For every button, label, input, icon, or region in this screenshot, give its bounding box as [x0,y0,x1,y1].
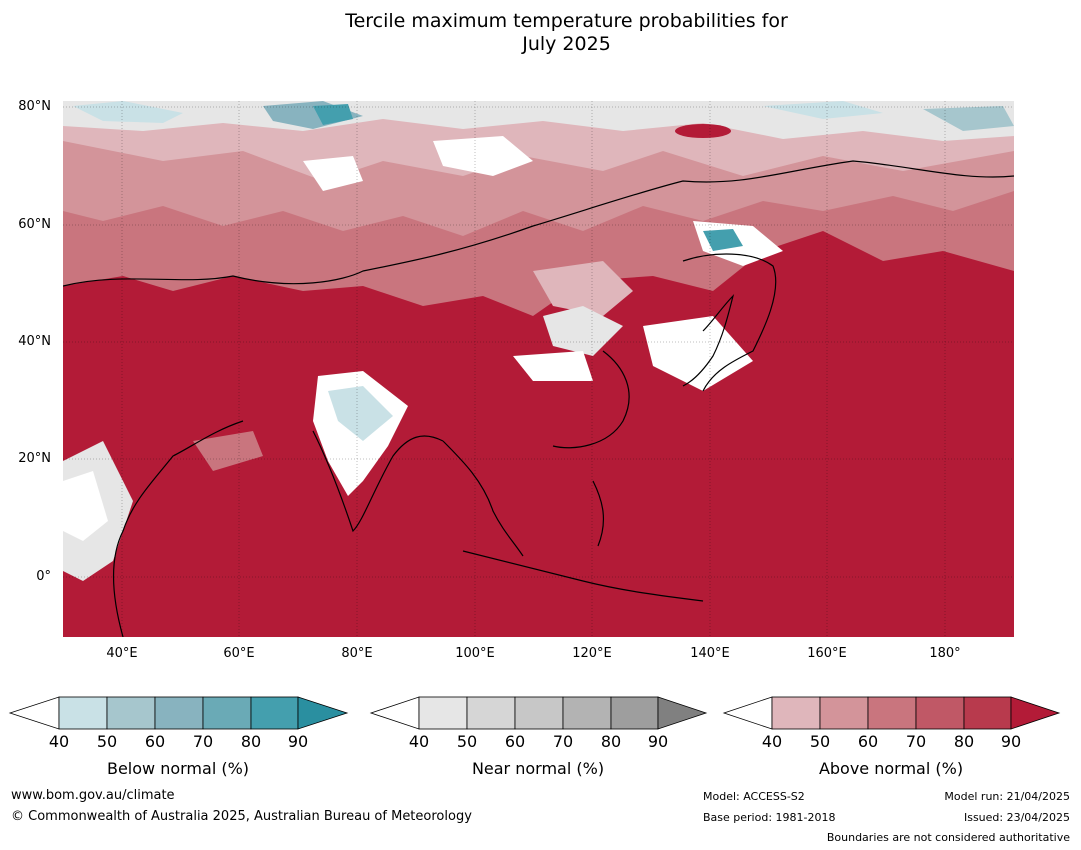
region-arctic-below-1 [73,101,183,123]
footer-model-run: Model run: 21/04/2025 [944,790,1070,803]
region-mongolia-light [533,261,633,316]
coastline-indonesia [462,550,704,602]
footer-issued: Issued: 23/04/2025 [963,811,1070,824]
legend-near-label: Near normal (%) [471,759,605,778]
near-tick-70: 70 [552,732,574,751]
coastlines [63,160,1014,637]
near-tick-40: 40 [408,732,430,751]
region-white-west [303,156,363,191]
gridlines [63,101,1014,637]
below-tick-90: 90 [287,732,309,751]
footer-disclaimer: Boundaries are not considered authoritat… [826,831,1070,844]
above-tick-70: 70 [905,732,927,751]
region-china-near [543,306,623,356]
below-tick-70: 70 [192,732,214,751]
above-tick-40: 40 [761,732,783,751]
probability-map [63,101,1014,637]
coastline-okhotsk [682,253,777,392]
lon-tick-60e: 60°E [223,646,255,661]
lon-tick-100e: 100°E [455,646,495,661]
region-okhotsk-blue [703,229,743,251]
region-japan-white [643,316,753,391]
above-tick-60: 60 [857,732,879,751]
coastline-arabia-africa [112,420,244,637]
coastline-japan [682,294,735,387]
near-tick-90: 90 [647,732,669,751]
below-tick-80: 80 [240,732,262,751]
region-arabia-mid [193,431,263,471]
footer-base-period: Base period: 1981-2018 [703,811,836,824]
lon-tick-160e: 160°E [807,646,847,661]
colorbars [8,696,1061,730]
region-arctic-below-5 [923,106,1014,131]
legend-below-label: Below normal (%) [106,759,250,778]
footer-copyright: © Commonwealth of Australia 2025, Austra… [11,809,472,824]
below-tick-40: 40 [48,732,70,751]
above-tick-50: 50 [809,732,831,751]
region-arctic-below-3 [313,104,353,125]
below-tick-50: 50 [96,732,118,751]
coastline-india [312,430,444,533]
lon-tick-40e: 40°E [106,646,138,661]
coastline-china [552,350,630,449]
above-tick-80: 80 [953,732,975,751]
region-arctic-below-4 [763,101,883,119]
footer-model: Model: ACCESS-S2 [703,790,805,803]
coastline-arctic [63,160,1014,287]
near-tick-80: 80 [600,732,622,751]
coastline-indochina [442,440,524,557]
lat-tick-40n: 40°N [18,334,51,349]
legend-above-label: Above normal (%) [818,759,964,778]
lon-tick-120e: 120°E [572,646,612,661]
near-tick-50: 50 [456,732,478,751]
title-line-1: Tercile maximum temperature probabilitie… [345,10,788,32]
lat-tick-80n: 80°N [18,99,51,114]
map-title: Tercile maximum temperature probabilitie… [0,10,1081,56]
coastline-philippines [592,480,604,547]
colorbar-below [8,696,349,730]
region-arctic-red-spot [675,124,731,138]
lat-tick-20n: 20°N [18,451,51,466]
region-china-white [513,351,593,381]
lat-tick-60n: 60°N [18,217,51,232]
above-tick-90: 90 [1000,732,1022,751]
colorbar-near [369,696,708,730]
lon-tick-140e: 140°E [690,646,730,661]
lon-tick-180: 180° [929,646,961,661]
footer-url: www.bom.gov.au/climate [11,788,175,803]
region-india-below [328,386,393,441]
lat-tick-0: 0° [36,569,51,584]
lon-tick-80e: 80°E [341,646,373,661]
title-line-2: July 2025 [522,33,611,55]
region-africa-white [63,471,108,541]
colorbar-above [722,696,1061,730]
below-tick-60: 60 [144,732,166,751]
near-tick-60: 60 [504,732,526,751]
region-white-siberia [433,136,533,176]
